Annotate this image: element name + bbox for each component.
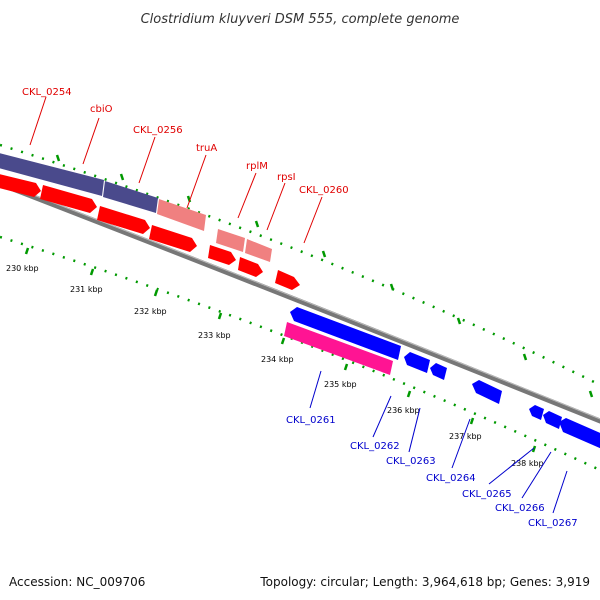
reverse-labels: CKL_0261 CKL_0262 CKL_0263 CKL_0264 CKL_… xyxy=(286,415,578,529)
kbp-labels: 230 kbp 231 kbp 232 kbp 233 kbp 234 kbp … xyxy=(6,264,544,468)
feature-block xyxy=(216,229,245,252)
gene-arrow xyxy=(559,418,600,449)
gene-label: CKL_0261 xyxy=(286,415,336,426)
forward-labels: CKL_0254 cbiO CKL_0256 truA rplM rpsI CK… xyxy=(22,87,349,196)
gene-arrow xyxy=(238,257,263,277)
gene-label: rpsI xyxy=(277,172,296,183)
forward-gene-track xyxy=(0,174,300,290)
kbp-label: 236 kbp xyxy=(387,406,420,415)
gene-label: CKL_0266 xyxy=(495,503,545,514)
kbp-label: 233 kbp xyxy=(198,331,231,340)
gene-label: rplM xyxy=(246,161,268,172)
gene-arrow xyxy=(40,185,97,213)
gene-label: cbiO xyxy=(90,104,113,115)
inner-tick-ring xyxy=(0,235,600,472)
gene-arrow xyxy=(208,245,236,265)
genome-stats-text: Topology: circular; Length: 3,964,618 bp… xyxy=(259,575,590,589)
gene-label: CKL_0265 xyxy=(462,489,512,500)
gene-arrow xyxy=(0,174,41,197)
kbp-label: 234 kbp xyxy=(261,355,294,364)
accession-text: Accession: NC_009706 xyxy=(9,575,145,589)
gene-arrow xyxy=(543,411,562,429)
gene-label: truA xyxy=(196,143,217,154)
kbp-label: 231 kbp xyxy=(70,285,103,294)
gene-label: CKL_0267 xyxy=(528,518,578,529)
gene-arrow xyxy=(149,225,197,252)
reverse-label-lines xyxy=(309,370,568,514)
kbp-label: 230 kbp xyxy=(6,264,39,273)
gene-label: CKL_0263 xyxy=(386,456,436,467)
gene-arrow xyxy=(472,380,502,404)
reverse-feature-block xyxy=(284,322,393,375)
map-title: Clostridium kluyveri DSM 555, complete g… xyxy=(141,12,460,27)
gene-label: CKL_0264 xyxy=(426,473,476,484)
gene-label: CKL_0260 xyxy=(299,185,349,196)
reverse-gene-track xyxy=(290,307,600,449)
gene-label: CKL_0256 xyxy=(133,125,183,136)
gene-arrow xyxy=(529,405,544,420)
gene-label: CKL_0254 xyxy=(22,87,72,98)
inner-major-ticks xyxy=(24,247,537,453)
forward-feature-track xyxy=(0,153,272,262)
forward-label-lines xyxy=(29,96,323,244)
gene-arrow xyxy=(404,352,430,373)
gene-arrow xyxy=(430,363,447,380)
kbp-label: 238 kbp xyxy=(511,459,544,468)
gene-label: CKL_0262 xyxy=(350,441,400,452)
gene-arrow xyxy=(290,307,401,360)
feature-block xyxy=(103,181,158,213)
kbp-label: 237 kbp xyxy=(449,432,482,441)
feature-block xyxy=(157,199,206,231)
feature-block xyxy=(245,239,272,262)
outer-major-ticks xyxy=(55,154,594,398)
gene-arrow xyxy=(97,206,150,234)
backbone-line xyxy=(0,181,600,424)
kbp-label: 235 kbp xyxy=(324,380,357,389)
feature-block xyxy=(0,153,104,196)
kbp-label: 232 kbp xyxy=(134,307,167,316)
backbone-highlight xyxy=(0,181,600,420)
gene-arrow xyxy=(275,270,300,290)
